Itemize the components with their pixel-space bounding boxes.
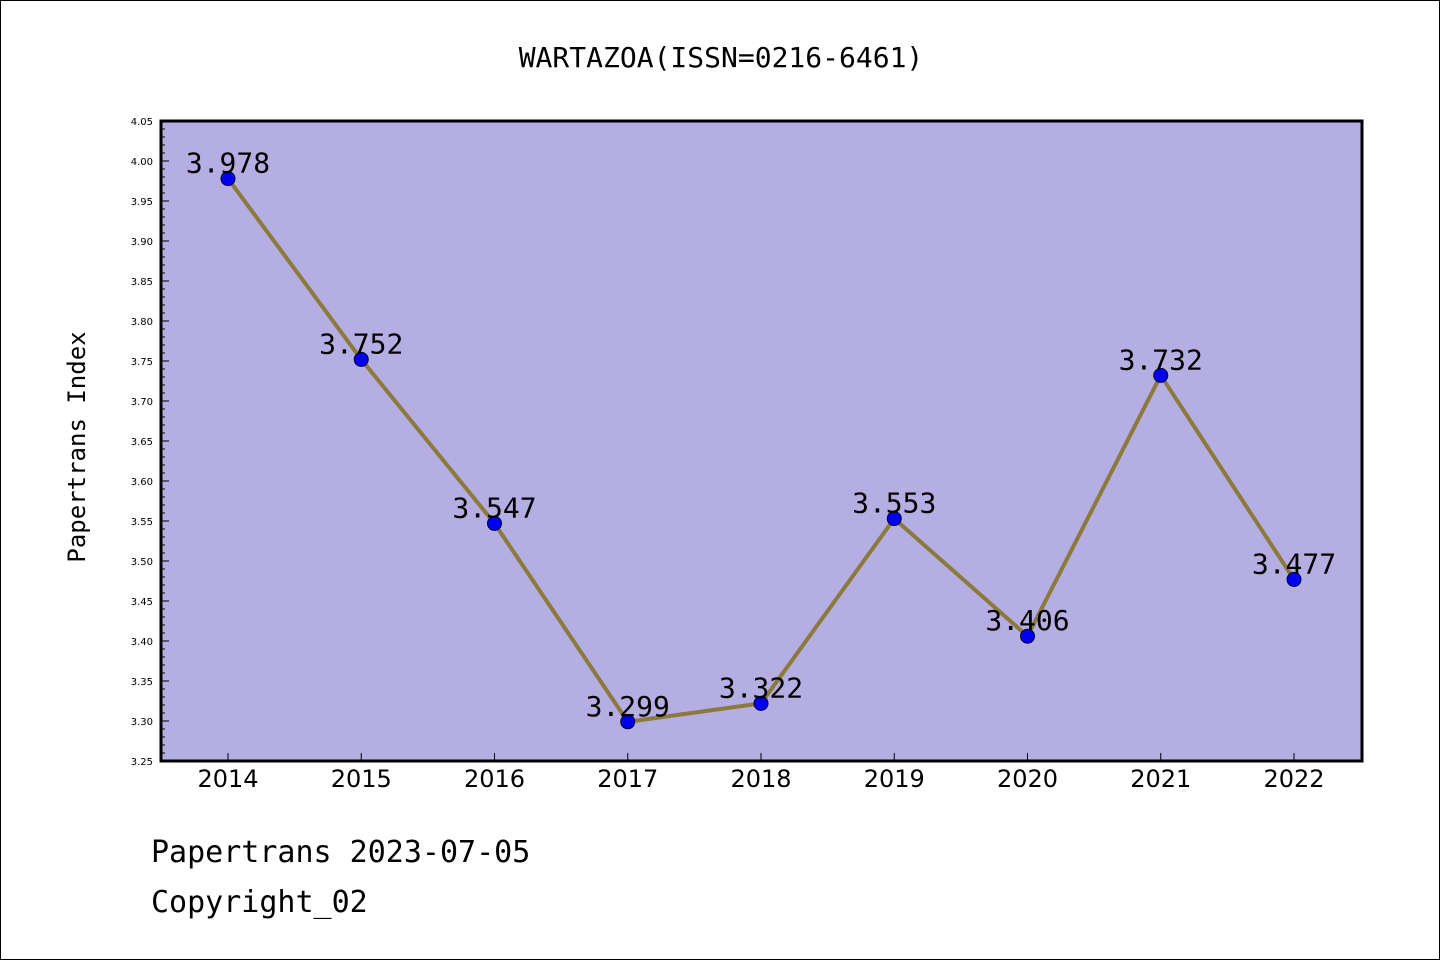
y-tick-label: 3.50 [131,557,153,568]
plot-area [159,119,1364,763]
x-tick-label: 2018 [730,765,791,793]
y-tick-label: 3.25 [131,757,153,768]
y-tick-label: 3.75 [131,357,153,368]
x-tick-label: 2019 [864,765,925,793]
y-tick-label: 4.00 [131,157,153,168]
y-tick-label: 3.55 [131,517,153,528]
data-point-marker [1153,367,1169,383]
x-axis: 2014 2015 2016 2017 2018 2019 2020 2021 2022 [197,753,1325,793]
data-label: 3.477 [1252,547,1336,580]
y-tick-label: 3.30 [131,717,153,728]
data-label: 3.406 [985,604,1069,637]
y-tick-label: 3.90 [131,237,153,248]
data-labels: 3.978 3.752 3.547 3.299 3.322 3.553 3.406 3.732… [186,147,1336,723]
data-label: 3.322 [719,671,803,704]
y-tick-label: 3.60 [131,477,153,488]
data-point-marker [220,171,236,187]
y-axis-label: Papertrans Index [63,331,91,562]
data-label: 3.553 [852,487,936,520]
x-tick-label: 2017 [597,765,658,793]
footer-copyright: Copyright_02 [151,885,368,920]
data-point-marker [1286,571,1302,587]
data-point-marker [753,695,769,711]
y-tick-label: 3.65 [131,437,153,448]
data-point-marker [886,511,902,527]
data-point-marker [353,351,369,367]
data-point-marker [487,515,502,531]
y-axis: 3.25 3.30 3.35 3.40 3.45 3.50 3.55 3.60 3.65 3.70… [131,117,169,768]
data-label: 3.299 [586,690,670,723]
footer-date-line: Papertrans 2023-07-05 [151,835,531,870]
y-tick-label: 3.40 [131,637,153,648]
x-tick-label: 2021 [1130,765,1191,793]
data-point-marker [620,714,636,730]
data-label: 3.752 [319,327,403,360]
y-tick-label: 4.05 [131,117,153,128]
x-tick-label: 2022 [1263,765,1324,793]
y-tick-label: 3.45 [131,597,153,608]
y-tick-label: 3.80 [131,317,153,328]
x-tick-label: 2014 [197,765,258,793]
data-series [220,171,1302,730]
y-tick-label: 3.85 [131,277,153,288]
y-tick-label: 3.70 [131,397,153,408]
data-label: 3.547 [452,491,536,524]
y-tick-label: 3.95 [131,197,153,208]
y-tick-label: 3.35 [131,677,153,688]
chart-title: WARTAZOA(ISSN=0216-6461) [519,41,924,74]
x-tick-label: 2016 [464,765,525,793]
data-label: 3.732 [1119,343,1203,376]
x-tick-label: 2015 [331,765,392,793]
data-point-marker [1020,628,1035,644]
data-label: 3.978 [186,147,270,180]
x-tick-label: 2020 [997,765,1058,793]
